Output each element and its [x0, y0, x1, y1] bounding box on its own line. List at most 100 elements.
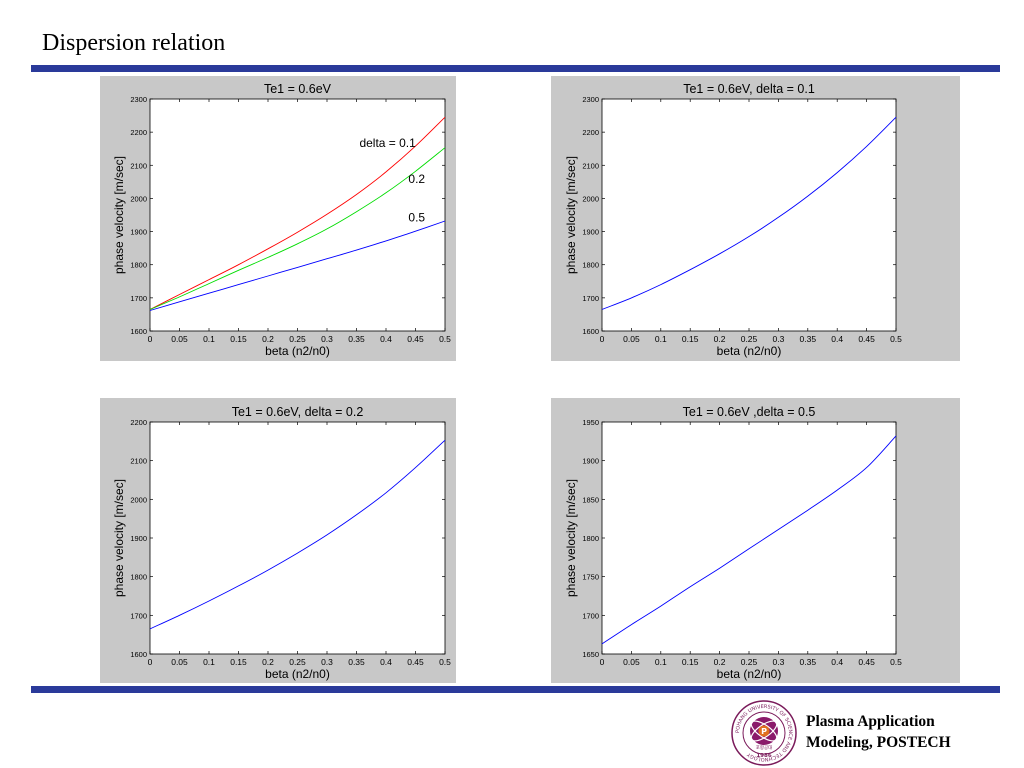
y-tick-label: 2100 — [582, 161, 599, 170]
x-tick-label: 0.2 — [714, 334, 726, 344]
x-tick-label: 0.25 — [289, 657, 306, 667]
y-tick-label: 2200 — [130, 418, 147, 427]
chart-title: Te1 = 0.6eV, delta = 0.1 — [683, 82, 815, 96]
x-axis-label: beta (n2/n0) — [265, 667, 330, 681]
x-tick-label: 0.15 — [682, 334, 699, 344]
x-tick-label: 0.5 — [890, 657, 902, 667]
series-annotation: 0.5 — [408, 211, 425, 225]
y-tick-label: 2100 — [130, 457, 147, 466]
logo-center-letter: P — [761, 727, 767, 736]
y-tick-label: 2300 — [130, 95, 147, 104]
postech-seal-logo: POHANG UNIVERSITY OF SCIENCE AND TECHNOL… — [731, 700, 797, 766]
y-tick-label: 2000 — [130, 194, 147, 203]
x-tick-label: 0.2 — [262, 334, 274, 344]
x-tick-label: 0 — [148, 657, 153, 667]
x-axis-label: beta (n2/n0) — [265, 344, 330, 358]
x-tick-label: 0 — [148, 334, 153, 344]
x-tick-label: 0.35 — [800, 334, 817, 344]
x-tick-label: 0.15 — [230, 334, 247, 344]
series-line-2 — [149, 147, 446, 310]
x-tick-label: 0.3 — [321, 657, 333, 667]
x-tick-label: 0.4 — [831, 334, 843, 344]
plot-area — [601, 421, 897, 655]
y-tick-label: 1900 — [130, 534, 147, 543]
y-tick-label: 1600 — [130, 327, 147, 336]
chart-panel-delta-0-2: Te1 = 0.6eV, delta = 0.2 0 0.05 0.1 0.15 0.2 0… — [100, 398, 456, 683]
series-line-3 — [149, 220, 446, 311]
x-tick-label: 0.4 — [380, 657, 392, 667]
x-tick-label: 0.05 — [171, 334, 188, 344]
logo-year: 1986 — [756, 753, 771, 759]
y-axis-label: phase velocity [m/sec] — [112, 479, 126, 597]
y-tick-label: 1900 — [582, 228, 599, 237]
series-annotation: 0.2 — [408, 172, 425, 186]
series-line-1 — [601, 435, 897, 645]
chart-svg: Te1 = 0.6eV ,delta = 0.5 0 0.05 0.1 0.15 0.2 0… — [564, 405, 902, 681]
x-tick-label: 0.05 — [623, 657, 640, 667]
y-tick-label: 2300 — [582, 95, 599, 104]
x-axis-label: beta (n2/n0) — [717, 667, 782, 681]
y-tick-label: 1700 — [130, 611, 147, 620]
x-tick-label: 0.4 — [831, 657, 843, 667]
chart-svg: Te1 = 0.6eV, delta = 0.2 0 0.05 0.1 0.15 0.2 0… — [112, 405, 451, 681]
y-tick-label: 2100 — [130, 161, 147, 170]
y-tick-label: 2000 — [582, 194, 599, 203]
y-tick-label: 1800 — [582, 534, 599, 543]
plot-area — [149, 98, 446, 332]
bottom-rule — [31, 686, 1000, 693]
chart-panel-delta-0-1: Te1 = 0.6eV, delta = 0.1 0 0.05 0.1 0.15 0.2 0… — [551, 76, 960, 361]
x-tick-label: 0.2 — [714, 657, 726, 667]
footer-line-1: Plasma Application — [806, 713, 935, 730]
x-tick-label: 0.35 — [348, 657, 365, 667]
x-tick-label: 0.25 — [741, 657, 758, 667]
x-tick-label: 0.35 — [348, 334, 365, 344]
y-tick-label: 1800 — [582, 261, 599, 270]
y-tick-label: 1650 — [582, 650, 599, 659]
series-line-1 — [601, 116, 897, 310]
x-tick-label: 0.1 — [203, 334, 215, 344]
y-tick-label: 1900 — [582, 457, 599, 466]
x-tick-label: 0.25 — [741, 334, 758, 344]
x-tick-label: 0.45 — [858, 334, 875, 344]
x-tick-label: 0.3 — [321, 334, 333, 344]
chart-title: Te1 = 0.6eV, delta = 0.2 — [232, 405, 364, 419]
y-axis-label: phase velocity [m/sec] — [564, 156, 578, 274]
x-tick-label: 0.05 — [623, 334, 640, 344]
y-tick-label: 1850 — [582, 495, 599, 504]
x-tick-label: 0.5 — [439, 657, 451, 667]
x-tick-label: 0.3 — [772, 657, 784, 667]
y-tick-label: 1700 — [582, 294, 599, 303]
y-axis-label: phase velocity [m/sec] — [112, 156, 126, 274]
chart-panel-te1-overview: Te1 = 0.6eV 0 0.05 0.1 0.15 0.2 0.25 0.3 0.35 0.4… — [100, 76, 456, 361]
y-axis-label: phase velocity [m/sec] — [564, 479, 578, 597]
x-tick-label: 0.45 — [407, 334, 424, 344]
x-tick-label: 0.1 — [203, 657, 215, 667]
y-tick-label: 1750 — [582, 573, 599, 582]
slide-title: Dispersion relation — [42, 30, 226, 56]
x-tick-label: 0.25 — [289, 334, 306, 344]
y-tick-label: 2200 — [130, 128, 147, 137]
x-tick-label: 0.2 — [262, 657, 274, 667]
y-tick-label: 1800 — [130, 261, 147, 270]
chart-title: Te1 = 0.6eV ,delta = 0.5 — [683, 405, 816, 419]
footer-line-2: Modeling, POSTECH — [806, 734, 951, 751]
y-tick-label: 2200 — [582, 128, 599, 137]
y-tick-label: 1950 — [582, 418, 599, 427]
x-axis-label: beta (n2/n0) — [717, 344, 782, 358]
series-annotation: delta = 0.1 — [359, 136, 416, 150]
x-tick-label: 0.15 — [230, 657, 247, 667]
x-tick-label: 0.5 — [439, 334, 451, 344]
x-tick-label: 0.35 — [800, 657, 817, 667]
chart-title: Te1 = 0.6eV — [264, 82, 332, 96]
y-tick-label: 1700 — [130, 294, 147, 303]
x-tick-label: 0.3 — [772, 334, 784, 344]
plot-area — [601, 98, 897, 332]
x-tick-label: 0.15 — [682, 657, 699, 667]
x-tick-label: 0 — [600, 657, 605, 667]
x-tick-label: 0.45 — [858, 657, 875, 667]
x-tick-label: 0 — [600, 334, 605, 344]
plot-area — [149, 421, 446, 655]
top-rule — [31, 65, 1000, 72]
chart-svg: Te1 = 0.6eV, delta = 0.1 0 0.05 0.1 0.15 0.2 0… — [564, 82, 902, 358]
y-tick-label: 1800 — [130, 573, 147, 582]
